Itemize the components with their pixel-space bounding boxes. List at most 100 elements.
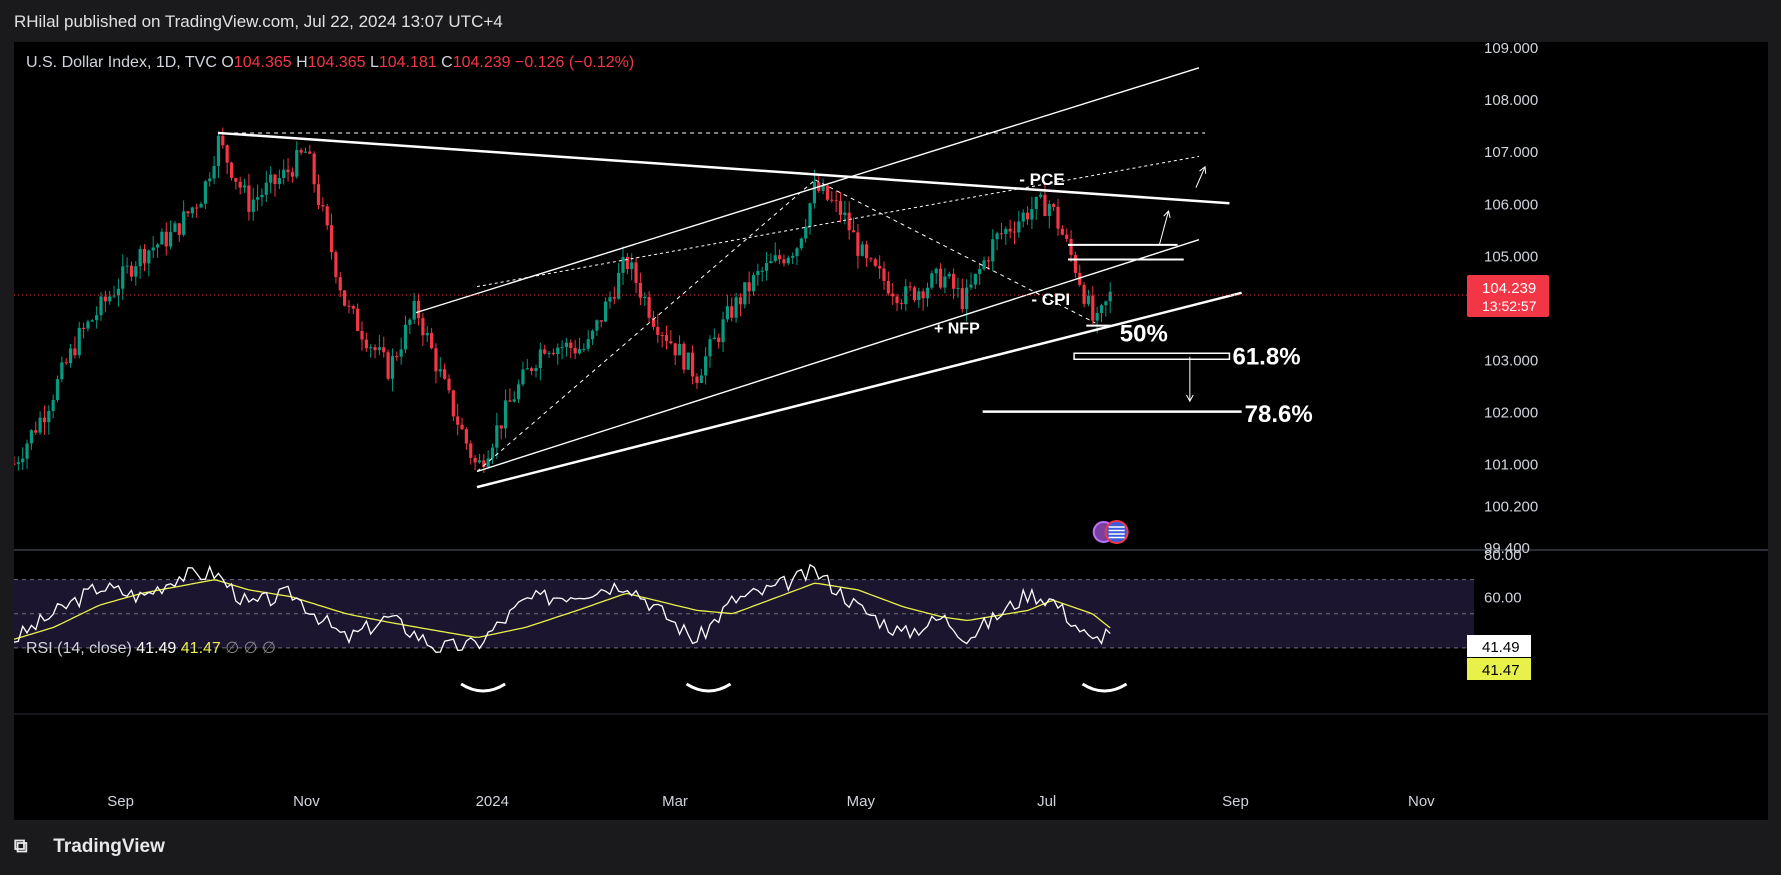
candle: [677, 343, 682, 356]
candle: [108, 296, 112, 302]
candle: [1008, 228, 1012, 232]
price-tick: 101.000: [1484, 457, 1538, 474]
candle: [1004, 228, 1008, 234]
candle: [756, 270, 760, 276]
candle: [878, 265, 882, 269]
candle: [60, 362, 64, 380]
chart-area[interactable]: - PCE - CPI + NFP 50% 61.8% 78.6% 109.000 108.…: [14, 42, 1768, 820]
candle: [273, 174, 277, 185]
candle: [978, 268, 982, 274]
candle: [1060, 228, 1064, 235]
candle: [982, 260, 986, 269]
candle: [460, 424, 464, 430]
up-arrow-upper-head: [1199, 165, 1207, 174]
candle: [282, 169, 286, 179]
candle: [560, 347, 564, 349]
candle: [464, 429, 468, 444]
rsi-badge: [1467, 635, 1531, 657]
candle: [725, 306, 729, 320]
candle: [551, 352, 555, 355]
open-value: 104.365: [233, 54, 292, 71]
time-tick: May: [847, 793, 876, 810]
candle: [917, 291, 921, 301]
candle: [147, 250, 151, 264]
candle: [195, 207, 199, 209]
candle: [908, 286, 912, 288]
candle: [1030, 209, 1034, 220]
candle: [1086, 295, 1091, 304]
candle: [473, 457, 477, 463]
rsi-title[interactable]: RSI (14, close): [26, 640, 132, 657]
candle: [338, 277, 342, 291]
tradingview-logo[interactable]: ⧉ TradingView: [14, 836, 165, 858]
bottom-bar: [0, 820, 1781, 875]
candle: [499, 425, 503, 429]
candle: [225, 145, 229, 163]
candle: [343, 290, 347, 306]
candle: [577, 349, 582, 354]
candle: [469, 443, 473, 458]
candle: [251, 199, 255, 212]
candle: [986, 260, 990, 262]
candle: [408, 319, 412, 325]
top-bar: [0, 0, 1781, 42]
candle: [830, 199, 834, 201]
price-tick: 107.000: [1484, 144, 1538, 161]
candle: [834, 200, 838, 202]
candle: [443, 369, 447, 379]
candle: [1012, 231, 1017, 233]
candle: [921, 291, 925, 299]
candle: [164, 231, 168, 247]
candle: [669, 341, 673, 344]
candle: [416, 300, 421, 319]
candle: [904, 286, 908, 305]
candle: [764, 262, 769, 271]
candle: [773, 255, 777, 262]
candle: [799, 238, 803, 249]
candle: [573, 347, 577, 354]
time-tick: Nov: [1408, 793, 1435, 810]
candle: [160, 231, 164, 245]
rsi-line: [14, 563, 1111, 653]
candle: [995, 233, 999, 240]
candle: [316, 184, 321, 206]
candle: [612, 297, 616, 299]
chart-svg[interactable]: - PCE - CPI + NFP 50% 61.8% 78.6% 109.000 108.…: [14, 42, 1768, 820]
candle: [691, 352, 695, 377]
candle: [991, 239, 995, 262]
candle: [886, 281, 890, 294]
channel-lower-line: [476, 239, 1200, 473]
candle: [347, 305, 351, 307]
pce-label: - PCE: [1019, 170, 1064, 189]
time-tick: Mar: [662, 793, 688, 810]
open-key: O: [221, 54, 234, 71]
low-key: L: [369, 54, 379, 71]
candle: [521, 369, 525, 385]
candle: [269, 174, 273, 183]
candle: [791, 256, 795, 258]
price-badge-value: 104.239: [1482, 280, 1536, 297]
candle: [865, 244, 869, 259]
candle: [638, 282, 642, 298]
candle: [425, 332, 429, 336]
candle: [1043, 194, 1047, 216]
candle: [390, 356, 395, 379]
candle: [182, 211, 186, 235]
candle: [503, 400, 508, 429]
candle: [512, 399, 516, 402]
candle: [860, 244, 864, 256]
candle: [290, 172, 294, 177]
close-key: C: [441, 54, 453, 71]
candle: [651, 317, 656, 327]
candle: [617, 272, 621, 299]
candle: [116, 288, 120, 296]
symbol-label[interactable]: U.S. Dollar Index, 1D, TVC: [26, 54, 217, 71]
trend-drawings: [14, 67, 1474, 489]
candle: [403, 324, 408, 350]
candle: [177, 223, 181, 235]
up-arrow-upper: [1195, 166, 1206, 188]
candle: [14, 463, 16, 465]
candle: [134, 266, 138, 277]
candle: [303, 151, 308, 153]
candle: [286, 169, 290, 173]
